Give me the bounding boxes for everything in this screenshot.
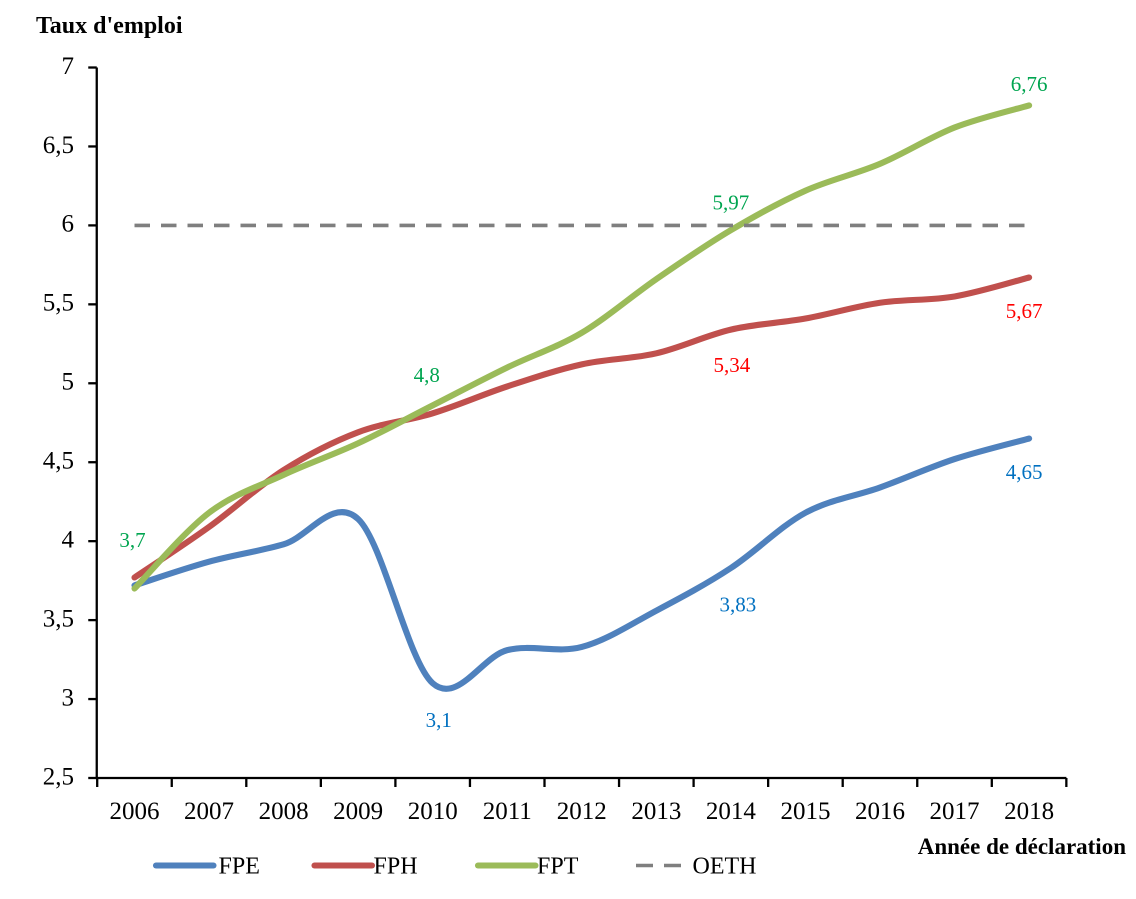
x-tick-label: 2015 [780, 798, 830, 825]
x-tick-label: 2012 [557, 798, 607, 825]
series-line-FPH [131, 274, 1033, 581]
y-tick-label: 4 [62, 526, 75, 553]
x-tick-label: 2008 [259, 798, 309, 825]
legend-label-FPT: FPT [537, 854, 579, 880]
point-label-FPH-2018: 5,67 [1006, 299, 1043, 323]
data-labels: 3,7 4,8 5,97 6,76 3,1 3,83 4,65 5,34 5,67 [119, 72, 1047, 732]
y-tick-label: 7 [62, 53, 75, 80]
x-tick-label: 2016 [855, 798, 905, 825]
point-label-FPT-2010: 4,8 [414, 363, 440, 387]
series-lines [131, 102, 1033, 692]
y-tick-label: 4,5 [43, 448, 74, 475]
x-tick-label: 2007 [184, 798, 234, 825]
x-tick-label: 2013 [631, 798, 681, 825]
point-label-FPE-2010: 3,1 [426, 708, 452, 732]
point-label-FPH-2014: 5,34 [714, 353, 751, 377]
point-label-FPE-2014: 3,83 [720, 593, 757, 617]
legend-item-OETH: OETH [636, 854, 756, 880]
legend-label-OETH: OETH [693, 854, 757, 880]
x-tick-label: 2009 [333, 798, 383, 825]
x-tick-label: 2010 [408, 798, 458, 825]
y-tick-label: 3 [62, 684, 75, 711]
y-tick-label: 5 [62, 369, 75, 396]
x-axis-title: Année de déclaration [918, 834, 1126, 859]
legend-label-FPH: FPH [374, 854, 418, 880]
y-tick-label: 2,5 [43, 763, 74, 790]
axes [88, 66, 1068, 787]
x-tick-label: 2011 [483, 798, 532, 825]
series-line-FPE [131, 435, 1033, 692]
x-tick-label: 2006 [110, 798, 160, 825]
point-label-FPT-2018: 6,76 [1011, 72, 1048, 96]
legend-item-FPE: FPE [152, 854, 260, 880]
y-tick-label: 3,5 [43, 605, 74, 632]
x-tick-label: 2017 [930, 798, 980, 825]
x-tick-label: 2014 [706, 798, 757, 825]
series-line-FPT [131, 102, 1033, 592]
point-label-FPT-2006: 3,7 [119, 528, 145, 552]
legend-item-FPT: FPT [474, 854, 579, 880]
point-label-FPT-2014: 5,97 [713, 191, 750, 215]
legend: FPE FPH FPT OETH [152, 854, 756, 880]
legend-label-FPE: FPE [219, 854, 260, 880]
y-tick-label: 6 [62, 211, 75, 238]
x-tick-labels: 2006 2007 2008 2009 2010 2011 2012 2013 2014 2015… [110, 798, 1055, 825]
legend-item-FPH: FPH [311, 854, 418, 880]
y-tick-label: 5,5 [43, 290, 74, 317]
y-tick-labels: 2,5 3 3,5 4 4,5 5 5,5 6 6,5 7 [43, 53, 75, 790]
y-axis-title: Taux d'emploi [36, 13, 183, 39]
x-tick-label: 2018 [1004, 798, 1054, 825]
point-label-FPE-2018: 4,65 [1006, 460, 1043, 484]
y-tick-label: 6,5 [43, 132, 74, 159]
